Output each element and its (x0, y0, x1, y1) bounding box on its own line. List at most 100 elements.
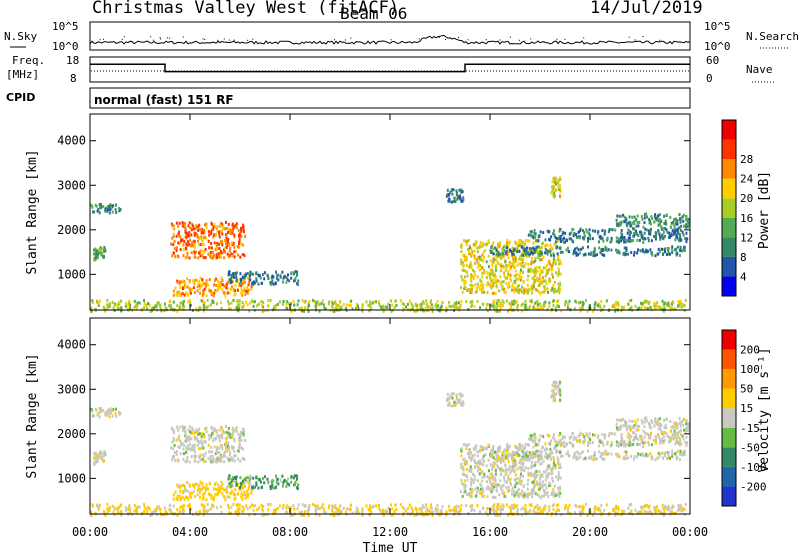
velocity-cell (219, 457, 222, 461)
power-cell (562, 231, 565, 235)
power-cell (526, 289, 529, 293)
power-cell (514, 288, 516, 292)
power-cell (544, 300, 547, 304)
velocity-cell (335, 506, 338, 510)
power-cell (479, 278, 482, 282)
power-cell (490, 272, 493, 276)
velocity-cell (577, 505, 580, 509)
velocity-cell (321, 503, 324, 507)
velocity-cell (509, 477, 512, 481)
power-cell (565, 238, 568, 242)
power-cell (647, 302, 650, 306)
power-cell (522, 253, 524, 257)
velocity-cell (653, 508, 656, 512)
power-cell (296, 273, 298, 277)
velocity-cell (556, 443, 559, 447)
sky-tick-bottom-right: 10^0 (704, 40, 731, 53)
power-cell (479, 283, 482, 287)
power-cell (555, 181, 558, 184)
velocity-cell (296, 477, 298, 481)
velocity-cell (503, 478, 506, 482)
power-cell (579, 229, 582, 233)
power-cell (577, 253, 580, 257)
power-cell (248, 278, 251, 282)
power-cell (408, 299, 411, 303)
velocity-cell (355, 506, 358, 510)
velocity-cell (579, 431, 582, 435)
power-cell (647, 236, 650, 240)
velocity-cell (318, 513, 321, 517)
power-cell (226, 287, 229, 291)
velocity-cell (552, 503, 555, 507)
velocity-cell (575, 457, 578, 461)
power-cell (229, 279, 232, 283)
velocity-cell (520, 507, 523, 511)
velocity-cell (415, 511, 418, 515)
velocity-cell (469, 487, 472, 491)
velocity-cell (181, 496, 184, 500)
velocity-cell (215, 488, 218, 491)
power-cell (679, 237, 681, 241)
power-cell (108, 305, 111, 308)
power-cell (637, 248, 640, 252)
velocity-cell (539, 482, 542, 486)
velocity-cell (178, 438, 181, 442)
power-cell (491, 292, 494, 295)
power-cell (90, 203, 93, 207)
power-cell (630, 305, 633, 309)
power-cell (592, 254, 595, 258)
power-cell (287, 273, 289, 277)
power-cell (587, 236, 589, 240)
power-cell (578, 236, 581, 240)
power-cell (212, 253, 215, 257)
velocity-cell (553, 491, 556, 495)
power-cell (525, 252, 527, 256)
power-cell (533, 285, 535, 289)
power-cell (474, 290, 477, 294)
power-cell (607, 248, 610, 252)
power-cell (296, 303, 299, 307)
velocity-cell (499, 508, 502, 512)
velocity-cell (528, 451, 531, 454)
velocity-cell (520, 457, 523, 461)
power-cell (274, 282, 277, 286)
velocity-cell (394, 503, 397, 507)
power-cell (111, 210, 114, 214)
velocity-cell (505, 468, 508, 471)
power-cell (215, 225, 218, 229)
power-cell (164, 302, 166, 306)
velocity-cell (509, 452, 512, 456)
power-cell (486, 303, 489, 307)
velocity-cell (499, 479, 502, 483)
velocity-cell (425, 503, 428, 507)
power-cell (461, 190, 464, 193)
velocity-cell (190, 437, 193, 441)
velocity-cell (525, 452, 528, 456)
power-cell (678, 213, 681, 217)
velocity-cell (517, 448, 520, 452)
velocity-cell (501, 491, 504, 495)
velocity-cell (460, 465, 463, 469)
power-cell (171, 224, 174, 228)
velocity-cell (179, 506, 182, 509)
colorbar-tick-label: 16 (740, 212, 753, 225)
power-cell (490, 279, 493, 283)
power-cell (559, 194, 561, 198)
power-cell (198, 243, 201, 247)
velocity-cell (250, 491, 253, 495)
power-cell (627, 221, 630, 225)
velocity-cell (328, 504, 331, 508)
power-cell (650, 227, 652, 231)
velocity-cell (90, 513, 93, 517)
velocity-cell (231, 433, 234, 437)
power-cell (632, 227, 634, 231)
velocity-cell (174, 490, 177, 494)
velocity-cell (461, 482, 464, 486)
power-cell (106, 303, 109, 307)
power-cell (111, 205, 114, 208)
velocity-cell (507, 513, 509, 517)
power-cell (202, 242, 205, 246)
velocity-cell (463, 461, 466, 465)
velocity-cell (673, 452, 676, 456)
power-cell (530, 267, 532, 271)
